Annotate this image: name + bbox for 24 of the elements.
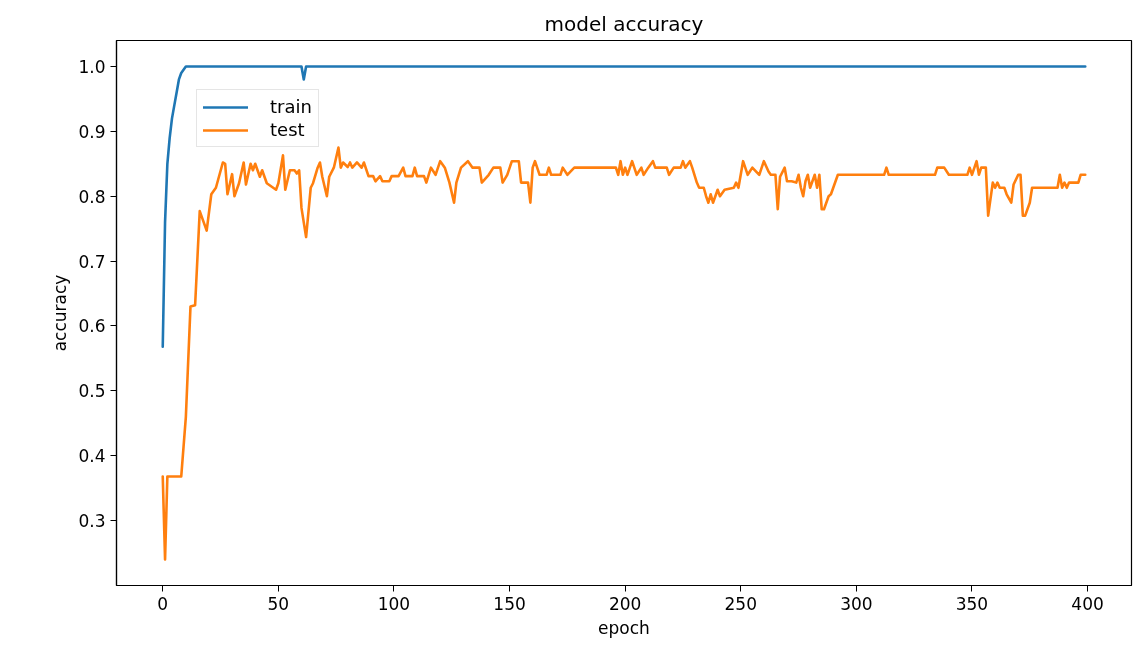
y-tick-label: 0.8 [78,186,106,207]
x-axis-title: epoch [598,617,650,638]
y-tick-label: 1.0 [78,56,106,77]
y-tick-label: 0.9 [78,121,106,142]
x-tick-label: 250 [724,593,757,614]
y-tick-label: 0.7 [78,251,106,272]
line-series [161,65,1087,349]
legend-label: test [270,119,305,140]
x-tick-label: 100 [377,593,411,614]
chart-title: model accuracy [544,11,704,36]
x-tick-label: 200 [608,593,642,614]
x-tick-label: 150 [493,593,526,614]
x-tick-label: 300 [840,593,873,614]
y-tick-label: 0.3 [78,511,106,532]
legend-label: train [270,96,312,117]
y-tick-label: 0.5 [78,381,106,402]
y-axis-title: accuracy [50,274,71,352]
x-tick-label: 400 [1071,593,1104,614]
x-tick-label: 0 [157,593,169,614]
line-series [161,146,1087,561]
x-tick-label: 50 [267,593,290,614]
y-tick-label: 0.4 [78,446,106,467]
y-tick-label: 0.6 [78,316,106,337]
x-tick-label: 350 [955,593,989,614]
